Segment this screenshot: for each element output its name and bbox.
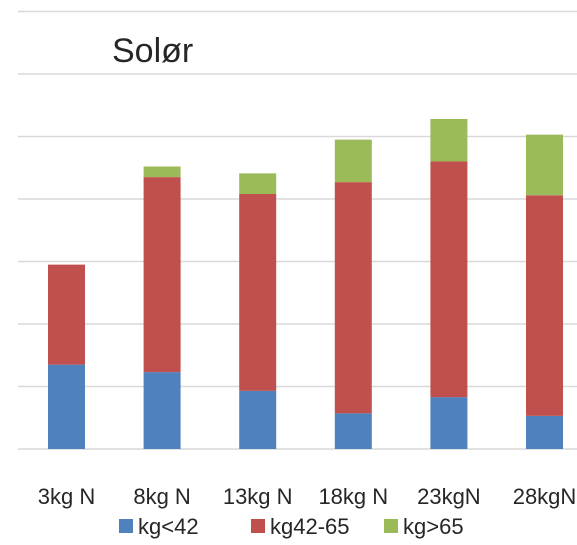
x-tick-label: 18kg N [318,484,388,509]
bar-segment [143,372,181,449]
bar-segment [526,415,563,449]
bar-segment [239,194,277,391]
x-tick-label: 3kg N [38,484,95,509]
chart-title: Solør [112,32,193,70]
x-tick-labels: 3kg N 8kg N 13kg N 18kg N 23kgN 28kgN [38,484,577,509]
legend: kg<42 kg42-65 kg>65 [119,514,464,539]
legend-swatch [119,519,133,533]
bar-segment [334,139,372,183]
bar-segment [239,173,277,194]
bar-segment [48,264,85,365]
bar-segment [239,390,277,449]
bar-segment [334,182,372,414]
legend-label: kg<42 [138,514,199,539]
gridlines [18,10,577,388]
legend-label: kg42-65 [270,514,350,539]
x-tick-label: 8kg N [133,484,190,509]
legend-swatch [251,519,265,533]
bars [48,119,563,449]
bar-segment [143,177,181,373]
bar-segment [526,195,563,416]
bar-segment [48,364,85,449]
legend-swatch [384,519,398,533]
bar-segment [334,413,372,449]
bar-segment [430,161,468,398]
bar-segment [430,397,468,449]
x-tick-label: 28kgN [513,484,577,509]
bar-segment [143,166,181,178]
x-tick-label: 13kg N [223,484,293,509]
legend-label: kg>65 [403,514,464,539]
x-tick-label: 23kgN [417,484,481,509]
bar-segment [526,134,563,196]
bar-segment [430,119,468,162]
